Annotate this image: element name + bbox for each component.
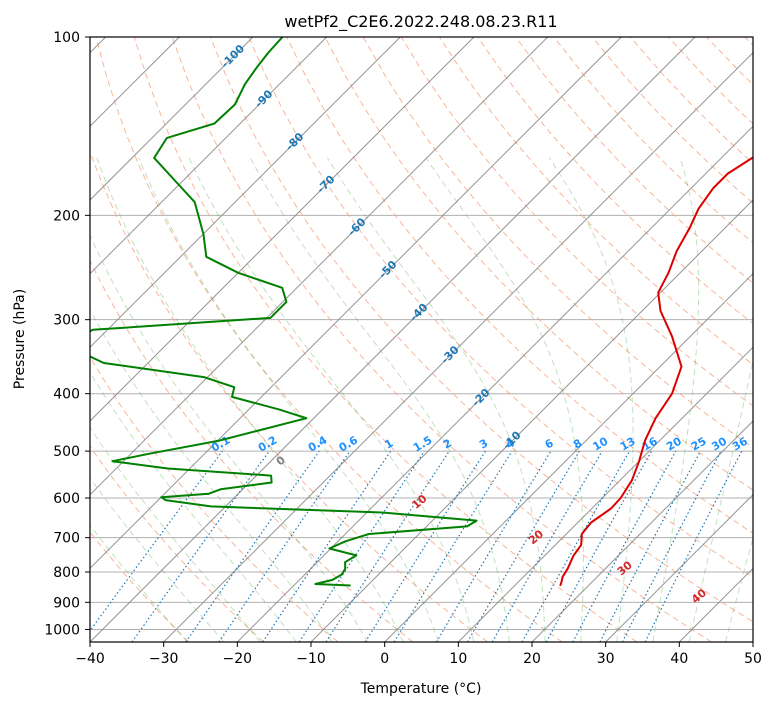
dry-adiabat — [515, 37, 753, 284]
moist-adiabat — [188, 157, 475, 642]
plot-frame — [89, 36, 754, 643]
x-tick-label: 10 — [449, 651, 467, 667]
moist-adiabat — [652, 157, 700, 642]
x-tick-label: 30 — [597, 651, 615, 667]
moist-adiabat — [548, 157, 634, 642]
background-lines — [90, 37, 753, 642]
moist-adiabat — [90, 371, 297, 642]
y-tick-label: 500 — [53, 444, 80, 460]
isotherm — [90, 37, 549, 496]
y-tick-label: 800 — [53, 565, 80, 581]
mixing-ratio-line — [325, 450, 450, 642]
isotherm — [90, 37, 254, 201]
isotherm — [605, 493, 753, 642]
y-tick-label: 1000 — [44, 622, 80, 638]
y-axis-label: Pressure (hPa) — [12, 289, 28, 389]
y-tick-label: 200 — [53, 208, 80, 224]
isotherm — [531, 420, 753, 642]
dry-adiabat — [324, 37, 753, 491]
moist-adiabat — [425, 157, 584, 642]
dry-adiabat — [90, 259, 414, 642]
isotherm — [90, 37, 401, 349]
mixing-ratio-line — [393, 450, 513, 642]
moist-adiabat — [90, 308, 333, 642]
mixing-ratio-line — [131, 450, 270, 642]
moist-adiabat — [90, 524, 188, 642]
isotherm — [236, 125, 753, 642]
moist-adiabat — [96, 157, 404, 642]
mixing-ratio-line — [218, 450, 351, 642]
dry-adiabat — [90, 356, 339, 642]
moist-adiabat — [90, 426, 261, 642]
x-tick-label: 20 — [523, 651, 541, 667]
moist-adiabat — [249, 157, 510, 642]
mixing-ratio-line — [262, 450, 392, 642]
dry-adiabat — [171, 37, 712, 642]
y-tick-label: 900 — [53, 595, 80, 611]
mixing-ratio-line — [644, 450, 743, 642]
mixing-ratio-line — [545, 450, 653, 642]
mixing-ratio-line — [298, 450, 425, 642]
dewpoint-profile — [90, 37, 478, 587]
x-axis-label: Temperature (°C) — [360, 681, 482, 697]
x-tick-label: −20 — [223, 651, 253, 667]
dry-adiabat — [210, 37, 753, 623]
x-tick-label: −10 — [296, 651, 326, 667]
y-tick-label: 400 — [53, 387, 80, 403]
y-tick-label: 100 — [53, 30, 80, 46]
mixing-ratio-line — [572, 450, 677, 642]
moist-adiabat — [688, 358, 753, 642]
isotherm — [163, 51, 753, 642]
isotherm — [90, 37, 622, 570]
axes: −40 −30 −20 −10 0 10 20 30 40 50 100 200 300 400 500 60… — [44, 30, 762, 667]
mixing-ratio-line — [521, 450, 631, 642]
isotherm — [90, 37, 696, 642]
dry-adiabat — [133, 37, 638, 642]
mixing-ratio-line — [185, 450, 320, 642]
mixing-ratio-line — [90, 450, 223, 632]
x-tick-label: 40 — [670, 651, 688, 667]
dry-adiabat — [90, 445, 264, 642]
x-tick-label: 0 — [380, 651, 389, 667]
dry-adiabat — [95, 37, 563, 642]
x-tick-label: 50 — [744, 651, 762, 667]
isotherm — [384, 272, 753, 642]
dry-adiabat — [286, 37, 753, 534]
chart-title: wetPf2_C2E6.2022.248.08.23.R11 — [284, 12, 557, 32]
moist-adiabat — [326, 157, 546, 642]
temperature-profile — [559, 156, 753, 587]
y-tick-label: 700 — [53, 531, 80, 547]
isotherm — [457, 346, 753, 642]
dry-adiabat — [248, 37, 753, 578]
isotherm — [310, 199, 753, 642]
x-tick-label: −40 — [75, 651, 105, 667]
profiles — [90, 37, 753, 587]
y-tick-label: 600 — [53, 491, 80, 507]
x-tick-label: −30 — [149, 651, 179, 667]
isotherm — [90, 37, 475, 422]
isotherm — [90, 37, 328, 275]
moist-adiabat — [725, 536, 753, 642]
y-tick-label: 300 — [53, 313, 80, 329]
moist-adiabat — [90, 477, 225, 642]
